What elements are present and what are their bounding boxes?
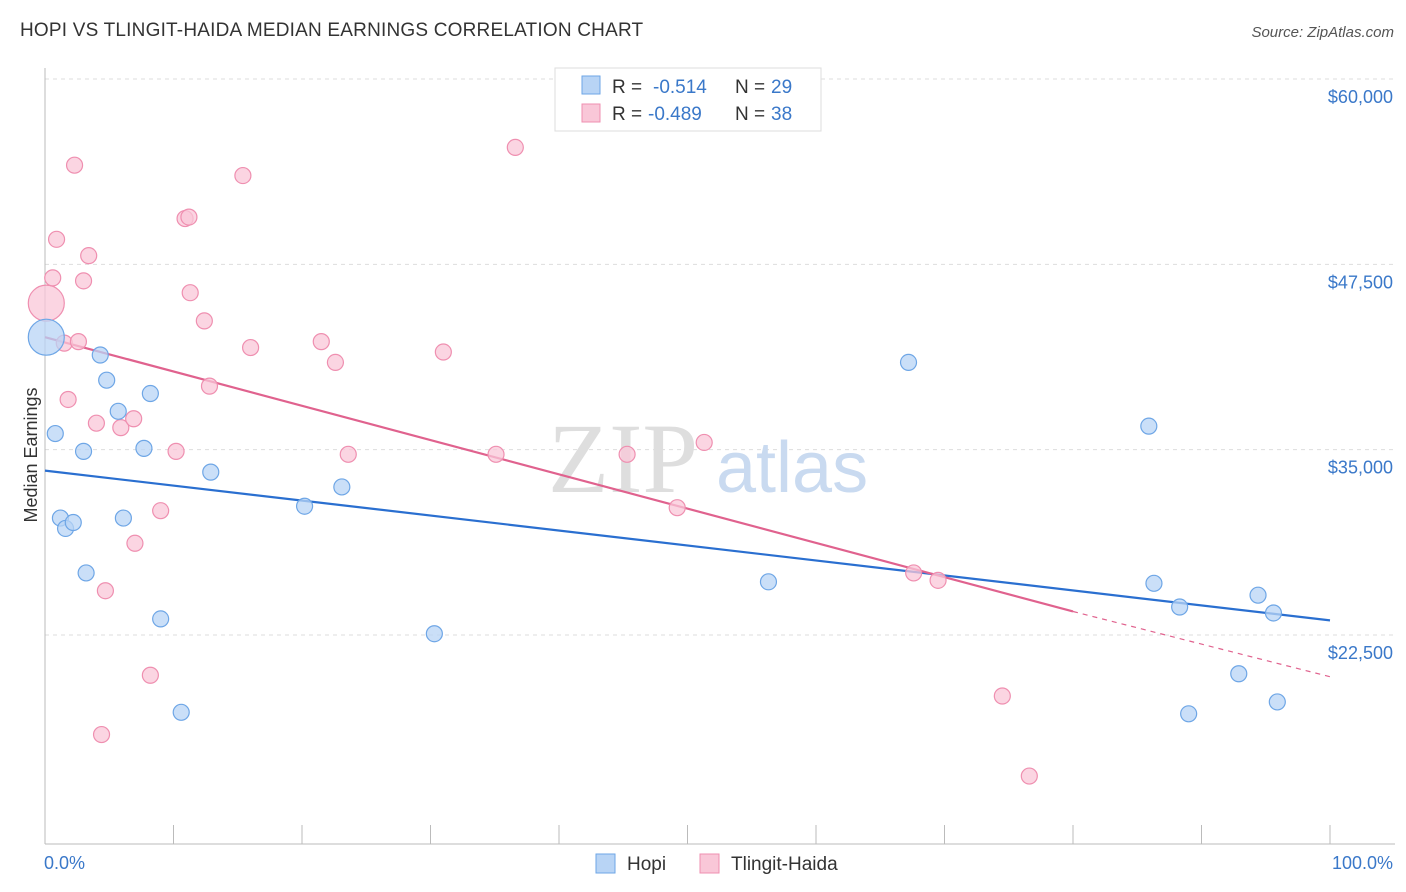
legend-r-label-hopi: R = [612,77,642,98]
point-tlingit [312,333,330,351]
point-hopi [74,442,93,460]
legend-n-label-hopi: N = [735,77,765,98]
point-hopi [135,439,153,457]
stats-legend: R = -0.514 N = 29 R = -0.489 N = 38 [554,67,822,132]
point-hopi [46,424,64,443]
legend-r-value-tlingit: -0.489 [648,104,702,125]
series-legend-swatch-hopi [595,853,616,874]
point-hopi [1230,665,1248,683]
y-tick-label: $60,000 [1328,87,1393,107]
point-tlingit [80,247,98,265]
x-tick-min: 0.0% [44,853,85,873]
point-hopi [425,625,443,643]
point-hopi [202,463,220,481]
legend-n-label-tlingit: N = [735,104,765,125]
legend-n-value-hopi: 29 [771,77,792,98]
point-hopi [98,371,116,389]
point-tlingit [200,377,219,395]
point-hopi [333,478,351,496]
point-tlingit [929,571,947,589]
trend-line-tlingit-extension [1072,610,1331,678]
point-tlingit [69,333,88,351]
point-tlingit [339,445,357,463]
point-tlingit [65,156,84,174]
point-hopi [141,384,159,403]
trend-line-hopi [44,469,1331,622]
series-legend-swatch-tlingit [699,853,720,874]
series-legend-label-tlingit: Tlingit-Haida [731,854,838,875]
grid-lines [45,78,1395,636]
y-tick-label: $22,500 [1328,643,1393,663]
point-hopi [1180,705,1198,723]
point-tlingit [234,166,252,185]
point-hopi [77,564,95,582]
point-hopi [114,509,132,527]
point-tlingit [59,390,77,409]
point-tlingit [195,312,213,330]
point-hopi [172,703,190,721]
point-tlingit [487,445,505,463]
point-hopi [1249,586,1267,604]
point-tlingit [242,338,260,357]
series-legend-label-hopi: Hopi [627,854,666,875]
point-tlingit [125,410,143,428]
point-hopi [899,353,918,371]
data-points [27,138,1286,785]
point-hopi [109,402,127,420]
point-hopi [759,573,778,591]
point-tlingit [126,534,144,552]
point-tlingit [47,230,66,248]
point-tlingit [993,687,1011,705]
point-tlingit [695,433,713,452]
point-tlingit [152,502,170,520]
y-tick-label: $47,500 [1328,272,1393,292]
legend-swatch-tlingit [581,103,601,123]
point-tlingit [92,725,111,744]
legend-n-value-tlingit: 38 [771,104,792,125]
point-tlingit [112,419,130,437]
point-hopi [1171,598,1189,616]
point-tlingit [1020,767,1038,785]
legend-r-value-hopi: -0.514 [653,77,707,98]
point-tlingit [434,343,452,361]
legend-swatch-hopi [581,75,601,95]
y-axis-label: Median Earnings [21,387,41,522]
point-tlingit [668,499,686,517]
x-tick-max: 100.0% [1332,853,1393,873]
watermark-atlas: atlas [716,428,868,508]
chart-title: HOPI VS TLINGIT-HAIDA MEDIAN EARNINGS CO… [20,20,644,41]
y-tick-labels: $22,500 $35,000 $47,500 $60,000 [1328,87,1393,663]
source-credit: Source: ZipAtlas.com [1251,24,1394,41]
point-tlingit [326,353,345,371]
axes [44,68,1395,845]
point-hopi [152,610,170,628]
point-hopi [91,346,109,364]
point-tlingit [87,414,106,432]
point-hopi [1145,574,1163,592]
point-tlingit [44,269,62,287]
watermark: ZIP atlas [548,403,868,514]
point-hopi [1140,417,1158,435]
point-hopi [64,513,82,532]
point-hopi [1264,604,1283,622]
point-tlingit [618,445,636,463]
point-tlingit [27,284,65,322]
point-hopi [27,318,65,356]
point-tlingit [506,138,524,157]
point-tlingit [905,564,923,582]
point-tlingit [96,582,114,600]
point-hopi [1268,693,1286,711]
point-hopi [295,497,314,515]
legend-r-label-tlingit: R = [612,104,642,125]
series-legend: Hopi Tlingit-Haida [595,853,838,875]
y-tick-label: $35,000 [1328,458,1393,478]
point-tlingit [167,442,185,460]
point-tlingit [141,666,159,684]
point-tlingit [74,272,93,290]
point-tlingit [180,208,198,226]
point-tlingit [181,284,199,302]
